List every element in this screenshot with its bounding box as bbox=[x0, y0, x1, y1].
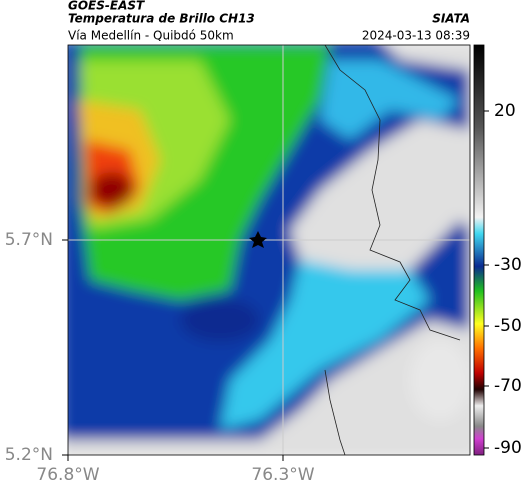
satellite-image bbox=[68, 45, 470, 455]
route: Vía Medellín - Quibdó 50km bbox=[68, 29, 234, 43]
lat-label: 5.2°N bbox=[5, 445, 53, 465]
lon-label: 76.3°W bbox=[251, 465, 314, 485]
map-frame bbox=[67, 44, 471, 456]
colorbar-ticks: 20 -30 -50 -70 -90 bbox=[484, 101, 522, 458]
subtitle: Temperatura de Brillo CH13 bbox=[68, 12, 255, 26]
title: GOES-EAST bbox=[68, 0, 145, 13]
colorbar-tick-label: -90 bbox=[494, 438, 522, 458]
colorbar-tick-label: -50 bbox=[494, 316, 522, 336]
source: SIATA bbox=[432, 12, 470, 26]
datetime: 2024-03-13 08:39 bbox=[362, 29, 470, 43]
colorbar-tick-label: 20 bbox=[494, 101, 516, 121]
colorbar-tick-label: -30 bbox=[494, 255, 522, 275]
colorbar bbox=[473, 44, 485, 456]
lat-label: 5.7°N bbox=[5, 230, 53, 250]
lon-label: 76.8°W bbox=[36, 465, 99, 485]
axis-labels: 5.7°N 5.2°N76.8°W 76.3°W bbox=[5, 230, 315, 485]
colorbar-tick-label: -70 bbox=[494, 376, 522, 396]
